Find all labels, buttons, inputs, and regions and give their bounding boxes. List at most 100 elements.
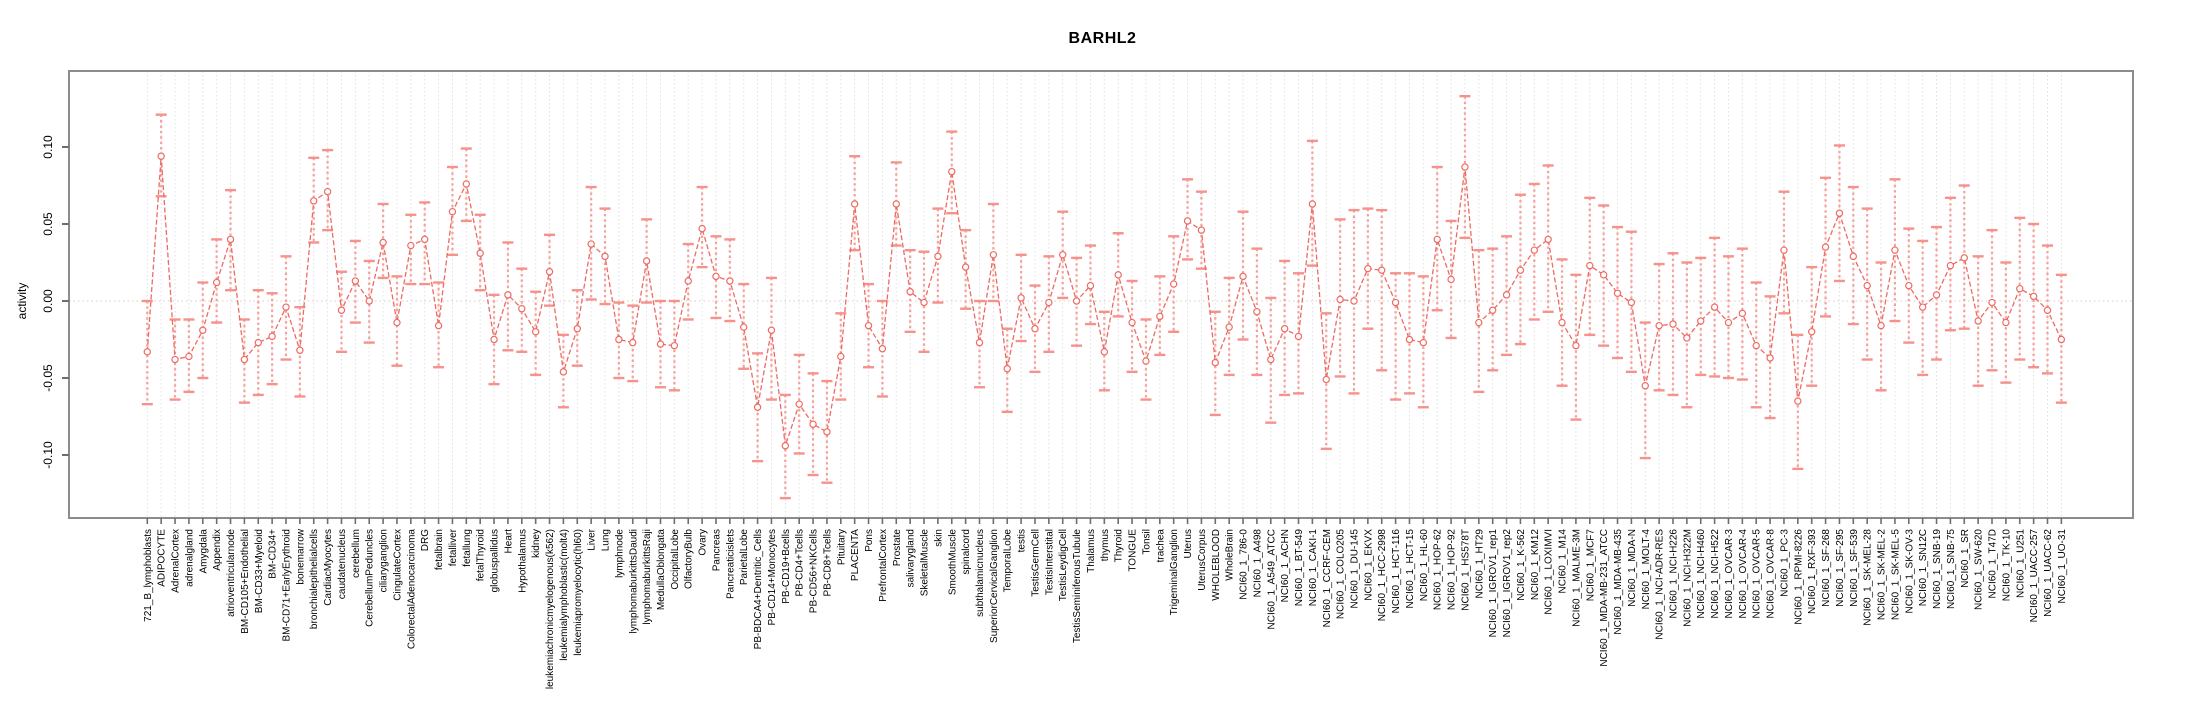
x-tick-label: leukemiachronicmyelogenous(k562) <box>545 529 556 689</box>
data-point <box>1710 303 1719 311</box>
data-point <box>1433 235 1441 244</box>
x-tick-label: Liver <box>587 528 598 550</box>
data-point <box>587 240 595 248</box>
x-tick-label: NCI60_1_COLO205 <box>1336 529 1347 619</box>
data-point <box>1558 318 1566 327</box>
data-point <box>1447 275 1455 284</box>
x-tick-label: NCI60_1_HOP-92 <box>1447 529 1458 611</box>
x-tick-label: NCI60_1_NCI-ADR-RES <box>1655 529 1666 640</box>
data-point <box>337 306 346 314</box>
x-tick-label: NCI60_1_IGROV1_rep2 <box>1502 529 1513 638</box>
data-point <box>240 355 249 364</box>
data-point <box>1669 320 1677 328</box>
data-point <box>1891 246 1899 254</box>
x-tick-label: CingulateCortex <box>392 529 403 601</box>
data-point <box>1364 264 1372 273</box>
x-tick-label: NCI60_1_SK-MEL-5 <box>1890 529 1901 621</box>
data-point <box>1613 289 1622 297</box>
data-point <box>975 338 984 347</box>
data-point <box>1419 338 1428 347</box>
data-point <box>268 332 276 341</box>
data-point <box>961 263 970 271</box>
data-point <box>421 235 429 244</box>
x-tick-label: lymphnode <box>614 529 625 578</box>
x-tick-label: fetalThyroid <box>476 529 487 581</box>
x-tick-label: NCI60_1_MDA-MB-435 <box>1613 529 1624 635</box>
x-tick-label: NCI60_1_NCI-H522 <box>1710 529 1721 619</box>
x-tick-label: NCI60_1_K-562 <box>1516 529 1527 601</box>
data-point <box>365 297 373 305</box>
x-tick-label: TemporalLobe <box>1003 529 1014 593</box>
x-tick-label: globuspallidus <box>490 529 501 592</box>
data-point <box>1766 354 1774 362</box>
x-tick-label: Hypothalamus <box>517 529 528 593</box>
x-tick-label: leukemiapromyelocytic(hl60) <box>573 529 584 656</box>
data-point <box>670 341 679 350</box>
data-point <box>2002 318 2010 327</box>
x-tick-label: NCI60_1_IGROV1_rep1 <box>1488 529 1499 638</box>
data-point <box>1072 297 1081 305</box>
data-point <box>1877 321 1885 330</box>
data-point <box>1280 325 1289 333</box>
data-point <box>379 238 387 247</box>
data-point <box>1863 281 1871 290</box>
x-tick-label: AdrenalCortex <box>171 529 182 593</box>
x-tick-label: NCI60_1_SF-295 <box>1835 529 1846 607</box>
data-point <box>1641 382 1649 390</box>
x-tick-label: spinalcord <box>961 529 972 575</box>
data-point <box>1239 272 1247 281</box>
data-point <box>1752 341 1760 350</box>
x-tick-label: Tonsil <box>1141 529 1152 555</box>
data-point <box>989 251 998 259</box>
x-tick-label: NCI60_1_OVCAR-4 <box>1738 529 1749 619</box>
data-point <box>212 278 221 287</box>
x-tick-label: NCI60_1_OVCAR-8 <box>1766 529 1777 619</box>
data-point <box>1599 271 1608 279</box>
data-point <box>740 323 748 331</box>
data-point <box>1905 281 1913 290</box>
data-point <box>143 348 151 356</box>
x-tick-label: BM-CD33+Myeloid <box>254 529 265 613</box>
x-tick-label: NCI60_1_MOLT-4 <box>1641 529 1652 610</box>
x-tick-label: PB-CD8+Tcells <box>822 529 833 597</box>
x-tick-label: adrenalgland <box>184 529 195 587</box>
data-point <box>545 268 554 276</box>
x-tick-label: NCI60_1_MCF7 <box>1585 529 1596 602</box>
data-point <box>1516 266 1525 274</box>
x-tick-label: NCI60_1_UACC-62 <box>2043 529 2054 617</box>
x-tick-label: BM-CD105+Endothelial <box>240 529 251 634</box>
x-tick-label: 721_B_lymphoblasts <box>143 529 154 622</box>
x-tick-label: subthalamicnucleus <box>975 529 986 617</box>
data-point <box>1045 298 1053 307</box>
x-tick-label: cerebellum <box>351 529 362 578</box>
data-point <box>1918 303 1927 311</box>
x-tick-label: NCI60_1_SK-OV-3 <box>1904 529 1915 614</box>
data-point <box>2057 335 2066 344</box>
data-point <box>1378 266 1386 274</box>
x-tick-label: NCI60_1_UACC-257 <box>2029 529 2040 623</box>
x-tick-label: testis <box>1017 529 1028 552</box>
data-point <box>518 305 526 313</box>
x-tick-label: Pancreas <box>711 529 722 571</box>
x-tick-label: PLACENTA <box>850 529 861 581</box>
data-point <box>1572 341 1580 350</box>
x-tick-label: OccipitalLobe <box>670 529 681 590</box>
data-point <box>490 335 498 344</box>
x-tick-label: NCI60_1_HOP-62 <box>1433 529 1444 611</box>
x-tick-label: NCI60_1_RPMI-8226 <box>1793 529 1804 625</box>
x-tick-label: NCI60_1_SN12C <box>1918 529 1929 606</box>
y-tick-label: 0.05 <box>41 212 55 236</box>
data-point <box>656 340 665 348</box>
x-tick-label: Thyroid <box>1114 529 1125 562</box>
data-point <box>504 291 512 299</box>
data-point <box>1253 308 1261 316</box>
data-point <box>254 338 262 347</box>
x-tick-label: NCI60_1_T47D <box>1988 529 1999 598</box>
x-tick-label: NCI60_1_EKVX <box>1363 529 1374 601</box>
data-point <box>1003 365 1011 373</box>
data-point <box>2029 292 2038 301</box>
data-point <box>1974 317 1982 325</box>
data-point <box>864 321 873 330</box>
x-tick-label: TONGUE <box>1128 529 1139 572</box>
